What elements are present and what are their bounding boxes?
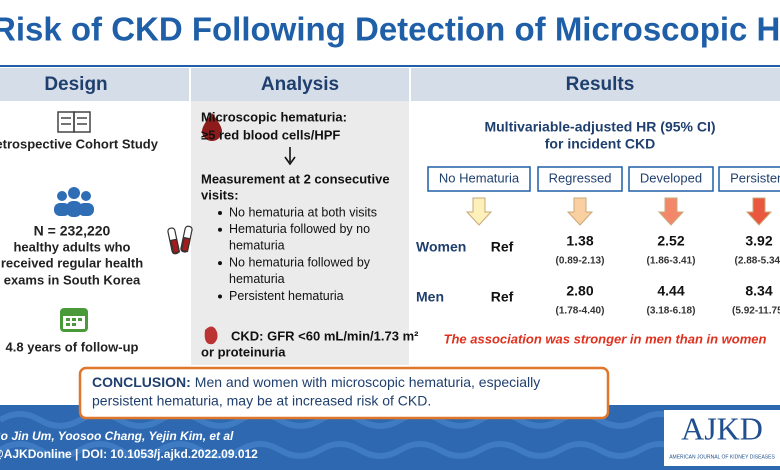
conclusion: CONCLUSION: Men and women with microscopi…	[92, 374, 540, 390]
tubes-icon	[167, 225, 193, 255]
bullet	[218, 294, 222, 299]
conclusion-text: Men and women with microscopic hematuria…	[195, 374, 540, 390]
title: Risk of CKD Following Detection of Micro…	[0, 11, 780, 48]
bullet	[218, 227, 222, 232]
group-label: No Hematuria	[439, 170, 520, 185]
analysis-text: visits:	[201, 187, 239, 202]
arrow	[465, 197, 493, 226]
results-heading: Multivariable-adjusted HR (95% CI)	[484, 119, 715, 135]
arrow	[657, 197, 685, 226]
group-text: Hematuria followed by no	[229, 222, 370, 236]
design-text: healthy adults who	[13, 239, 130, 254]
group-box	[628, 166, 714, 192]
group-text: No hematuria at both visits	[229, 205, 377, 219]
hr: 3.92	[745, 233, 772, 249]
hr: 1.38	[566, 233, 593, 249]
row-label: Women	[416, 239, 466, 255]
column-header: Analysis	[261, 74, 339, 95]
down-arrow	[284, 147, 296, 166]
ci: (0.89-2.13)	[556, 256, 605, 267]
group-box	[537, 166, 623, 192]
bullet	[218, 261, 222, 266]
hr: 2.52	[657, 233, 684, 249]
logo-sub: AMERICAN JOURNAL OF KIDNEY DISEASES	[669, 454, 775, 460]
ref: Ref	[491, 239, 514, 255]
arrow	[745, 197, 773, 226]
analysis-text: Microscopic hematuria:	[201, 109, 347, 124]
ci: (1.86-3.41)	[647, 256, 696, 267]
design-text: N = 232,220	[34, 223, 111, 239]
design-text: received regular health	[1, 255, 143, 270]
group-label: Regressed	[549, 170, 612, 185]
ci: (2.88-5.34)	[735, 256, 780, 267]
group-box	[718, 166, 780, 192]
conclusion-box	[78, 366, 610, 420]
group-text: Persistent hematuria	[229, 289, 344, 303]
ref: Ref	[491, 289, 514, 305]
results-heading: for incident CKD	[545, 136, 655, 152]
kidney-icon	[204, 326, 218, 345]
ci: (5.92-11.75)	[732, 306, 780, 317]
conclusion-text: persistent hematuria, may be at increase…	[92, 393, 431, 409]
group-box	[427, 166, 531, 192]
hr: 2.80	[566, 283, 593, 299]
column-header: Results	[566, 74, 635, 95]
header-band	[0, 68, 780, 101]
analysis-text: ≥5 red blood cells/HPF	[201, 127, 340, 142]
logo: AJKD	[681, 410, 763, 446]
design-text: exams in South Korea	[4, 272, 141, 287]
group-text: No hematuria followed by	[229, 255, 371, 269]
group-text: hematuria	[229, 239, 285, 253]
group-text: hematuria	[229, 272, 285, 286]
hr: 4.44	[657, 283, 684, 299]
analysis-text: CKD: GFR <60 mL/min/1.73 m²	[231, 328, 419, 343]
doi: @AJKDonline | DOI: 10.1053/j.ajkd.2022.0…	[0, 447, 258, 461]
book-icon	[57, 111, 91, 133]
group-label: Developed	[640, 170, 702, 185]
bullet	[218, 211, 222, 215]
design-text: 4.8 years of follow-up	[6, 339, 139, 354]
row-label: Men	[416, 289, 444, 305]
column-header: Design	[44, 74, 107, 95]
authors: Bo Jin Um, Yoosoo Chang, Yejin Kim, et a…	[0, 429, 234, 443]
calendar-icon	[60, 308, 88, 332]
arrow	[566, 197, 594, 226]
analysis-text: Measurement at 2 consecutive	[201, 171, 390, 186]
hr: 8.34	[745, 283, 772, 299]
design-text: Retrospective Cohort Study	[0, 136, 159, 151]
analysis-text: or proteinuria	[201, 344, 286, 359]
conclusion-label: CONCLUSION:	[92, 374, 191, 390]
group-label: Persistent	[730, 170, 780, 185]
logo-box	[664, 410, 780, 466]
ci: (1.78-4.40)	[556, 306, 605, 317]
people-icon	[54, 187, 94, 217]
drop-icon	[202, 113, 222, 141]
results-note: The association was stronger in men than…	[444, 331, 767, 346]
analysis-bg	[190, 101, 410, 365]
ci: (3.18-6.18)	[647, 306, 696, 317]
